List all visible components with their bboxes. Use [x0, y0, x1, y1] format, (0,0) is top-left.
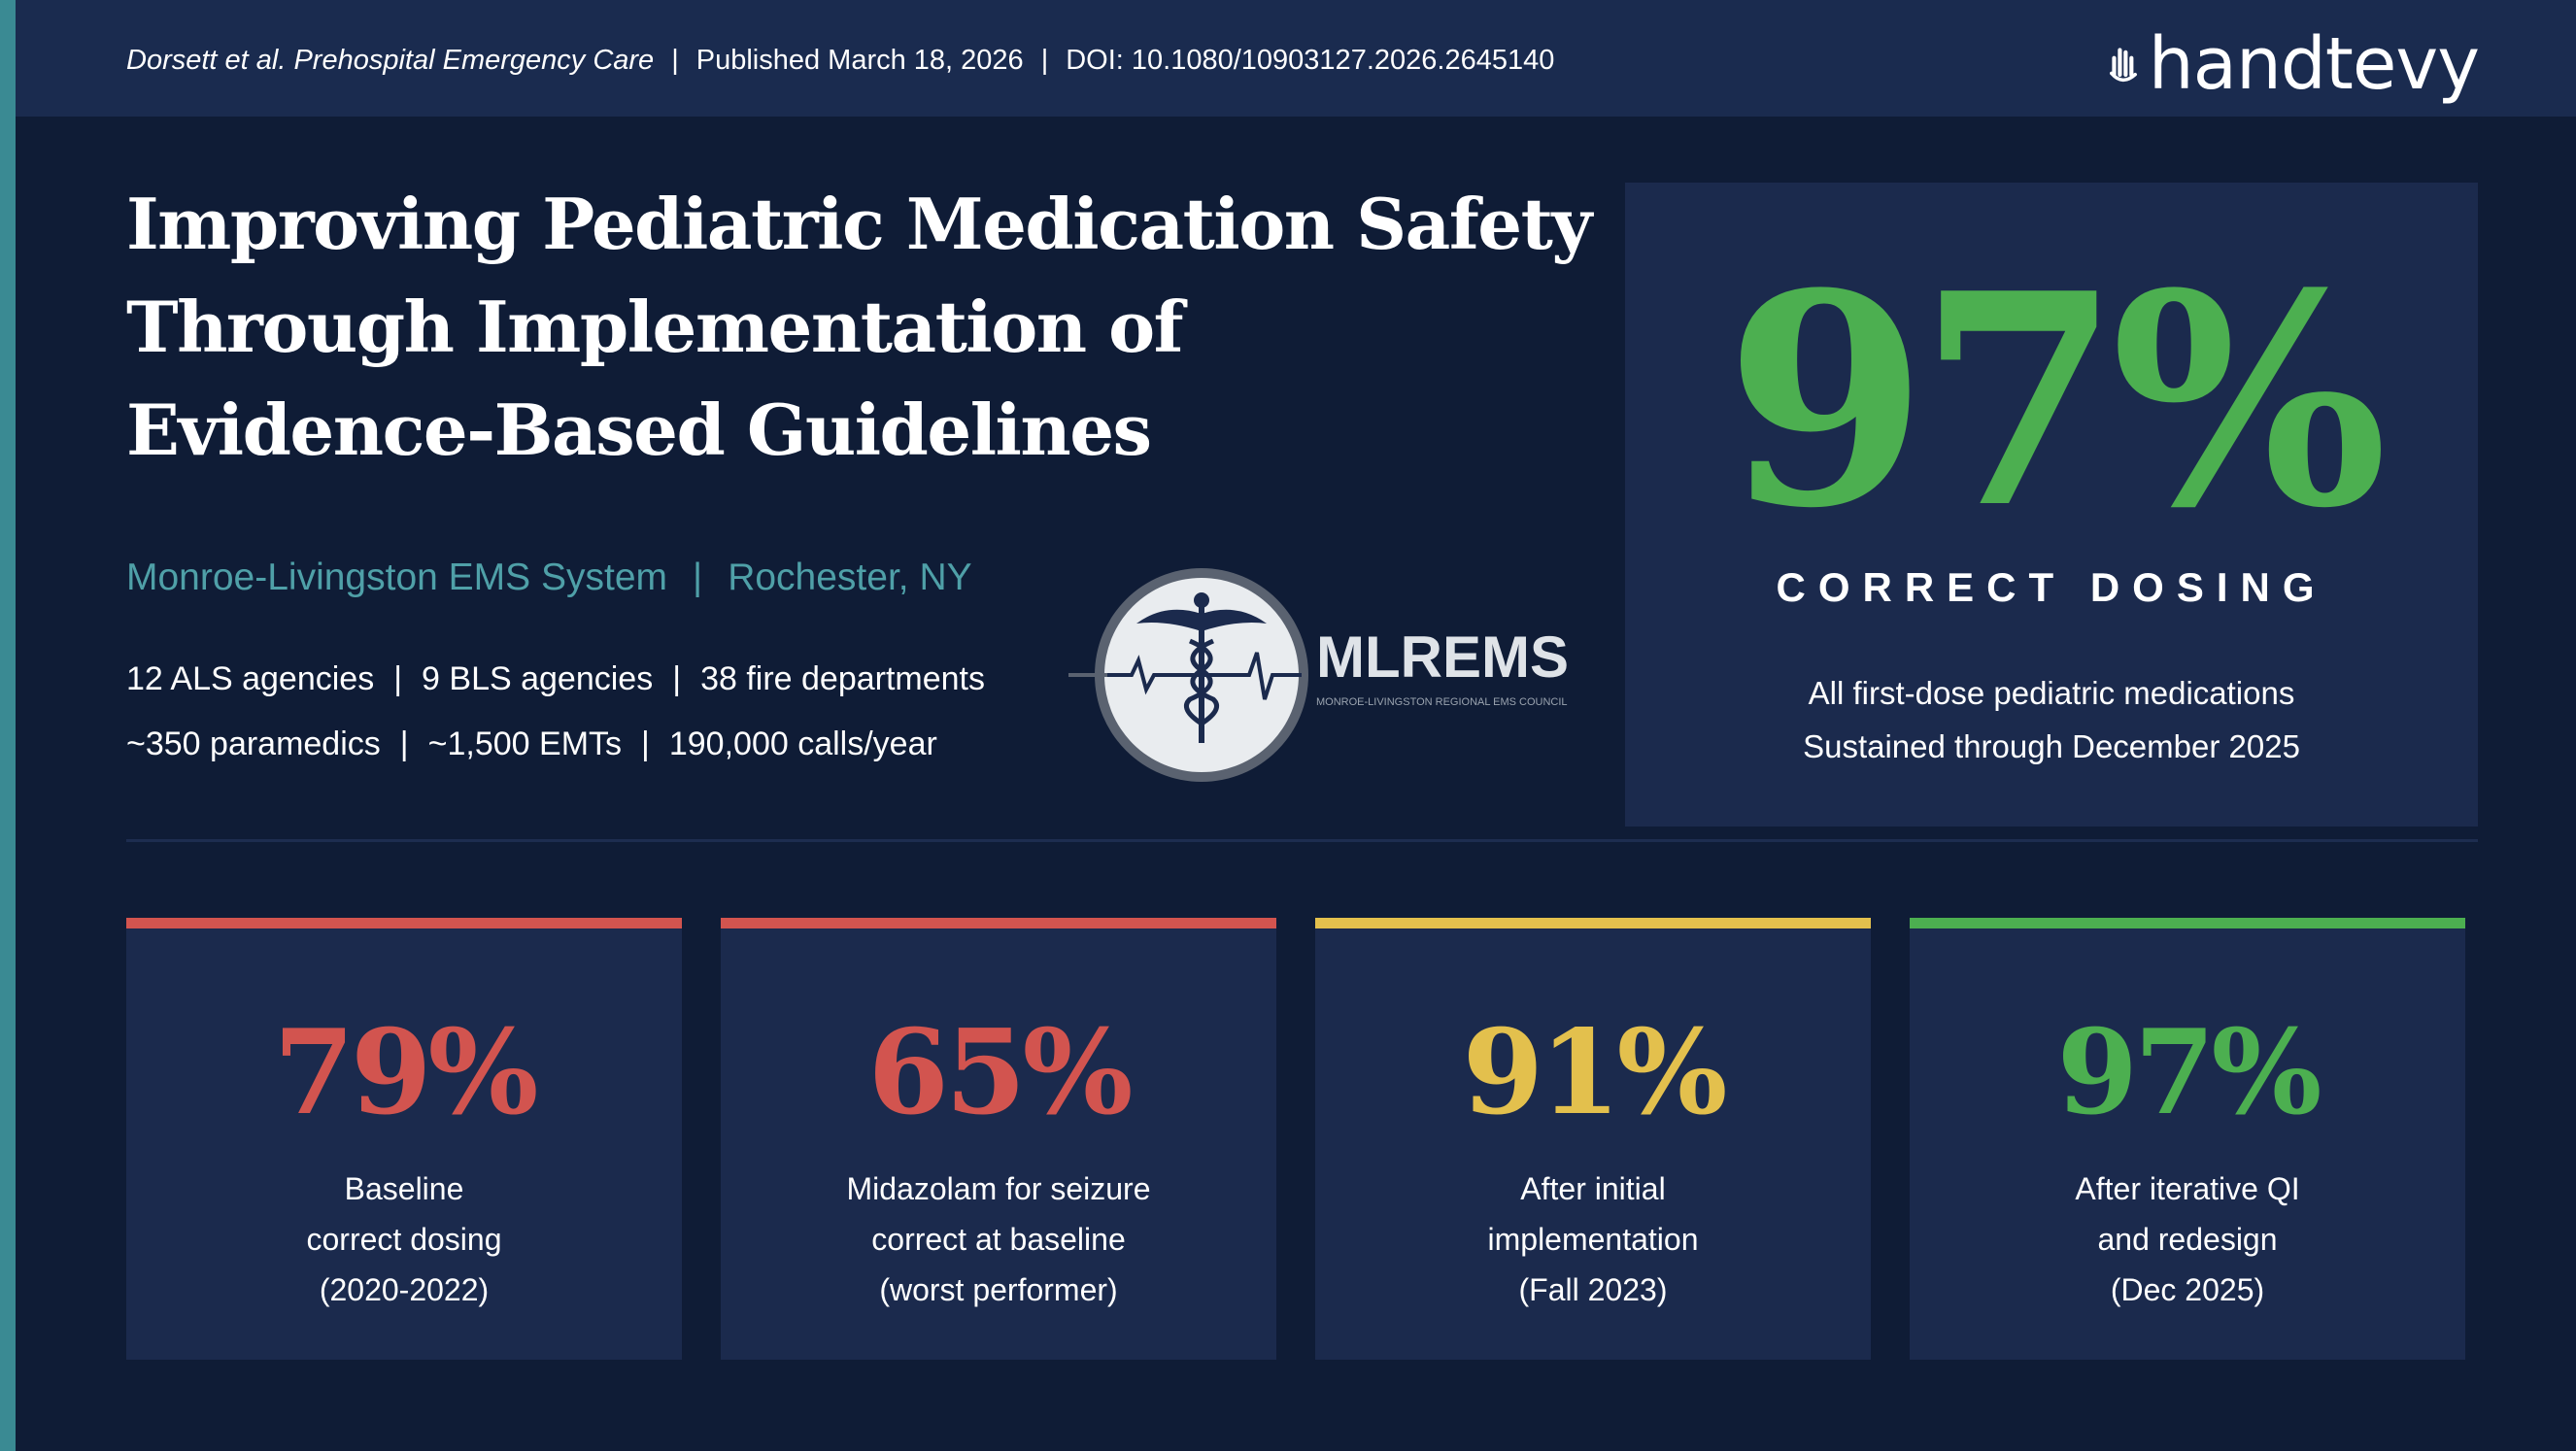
mlrems-subtitle: MONROE-LIVINGSTON REGIONAL EMS COUNCIL — [1316, 696, 1568, 708]
handtevy-logo: handtevy — [2110, 16, 2480, 113]
desc-line: (worst performer) — [879, 1272, 1118, 1307]
caduceus-icon — [1136, 592, 1267, 743]
card-top-stripe — [1315, 918, 1871, 928]
hero-description: Sustained through December 2025 — [1803, 728, 2300, 764]
separator: | — [393, 659, 403, 697]
system-stats-row: 12 ALS agencies | 9 BLS agencies | 38 fi… — [126, 657, 985, 701]
title-line: Evidence-Based Guidelines — [126, 388, 1152, 471]
desc-line: implementation — [1487, 1222, 1699, 1257]
stat-value: 79% — [273, 1004, 538, 1141]
stat-value: 97% — [2056, 1004, 2322, 1141]
system-stats-row: ~350 paramedics | ~1,500 EMTs | 190,000 … — [126, 722, 937, 766]
citation-line: Dorsett et al. Prehospital Emergency Car… — [126, 39, 1554, 82]
section-divider — [126, 839, 2478, 842]
stat-item: 190,000 calls/year — [668, 725, 937, 762]
title-line: Improving Pediatric Medication Safety — [126, 183, 1592, 265]
system-name: Monroe-Livingston EMS System — [126, 557, 668, 598]
header-bar — [16, 0, 2576, 117]
desc-line: Baseline — [344, 1171, 464, 1206]
card-top-stripe — [721, 918, 1276, 928]
mlrems-wordmark: MLREMS — [1316, 624, 1569, 690]
doi-text: DOI: 10.1080/10903127.2026.2645140 — [1066, 44, 1555, 76]
stat-card: 91% After initial implementation (Fall 2… — [1315, 918, 1871, 1360]
system-info: Monroe-Livingston EMS System | Rochester… — [126, 554, 972, 602]
hero-stat-card: 97% CORRECT DOSING All first-dose pediat… — [1625, 183, 2478, 827]
stat-description: After initial implementation (Fall 2023) — [1315, 1164, 1871, 1315]
stat-description: Baseline correct dosing (2020-2022) — [126, 1164, 682, 1315]
stat-value: 91% — [1462, 1004, 1727, 1141]
citation-authors-journal: Dorsett et al. Prehospital Emergency Car… — [126, 44, 655, 76]
stat-card: 97% After iterative QI and redesign (Dec… — [1910, 918, 2465, 1360]
card-top-stripe — [126, 918, 682, 928]
page-title: Improving Pediatric Medication Safety Th… — [126, 173, 1642, 482]
desc-line: (Dec 2025) — [2110, 1272, 2265, 1307]
system-location: Rochester, NY — [728, 557, 972, 598]
stat-item: 9 BLS agencies — [422, 659, 654, 697]
hero-description: All first-dose pediatric medications — [1808, 675, 2295, 711]
separator: | — [671, 44, 679, 76]
desc-line: correct dosing — [306, 1222, 502, 1257]
separator: | — [399, 725, 409, 762]
desc-line: and redesign — [2097, 1222, 2278, 1257]
desc-line: After initial — [1520, 1171, 1666, 1206]
handtevy-hand-icon — [2110, 48, 2137, 83]
stat-item: ~350 paramedics — [126, 725, 381, 762]
separator: | — [1040, 44, 1049, 76]
stat-item: 12 ALS agencies — [126, 659, 375, 697]
stat-card: 65% Midazolam for seizure correct at bas… — [721, 918, 1276, 1360]
left-accent-bar — [0, 0, 16, 1451]
stat-description: After iterative QI and redesign (Dec 202… — [1910, 1164, 2465, 1315]
hero-label: CORRECT DOSING — [1776, 564, 2327, 610]
separator: | — [672, 659, 682, 697]
desc-line: After iterative QI — [2075, 1171, 2300, 1206]
stat-item: 38 fire departments — [700, 659, 985, 697]
title-line: Through Implementation of — [126, 286, 1184, 368]
brand-name: handtevy — [2148, 22, 2480, 106]
desc-line: (Fall 2023) — [1518, 1272, 1668, 1307]
separator: | — [641, 725, 650, 762]
stat-description: Midazolam for seizure correct at baselin… — [721, 1164, 1276, 1315]
stat-card: 79% Baseline correct dosing (2020-2022) — [126, 918, 682, 1360]
desc-line: Midazolam for seizure — [846, 1171, 1151, 1206]
desc-line: (2020-2022) — [319, 1272, 490, 1307]
separator: | — [693, 557, 703, 598]
mlrems-logo: MLREMS MONROE-LIVINGSTON REGIONAL EMS CO… — [1068, 568, 1569, 782]
publish-date: Published March 18, 2026 — [695, 44, 1024, 76]
card-top-stripe — [1910, 918, 2465, 928]
stat-value: 65% — [867, 1004, 1133, 1141]
hero-value: 97% — [1724, 229, 2389, 572]
stat-item: ~1,500 EMTs — [427, 725, 623, 762]
desc-line: correct at baseline — [871, 1222, 1126, 1257]
